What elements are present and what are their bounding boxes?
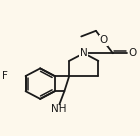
Text: O: O [129,48,137,58]
Text: NH: NH [51,104,66,114]
Text: F: F [2,71,8,81]
Text: O: O [100,35,108,45]
Text: N: N [80,48,88,58]
